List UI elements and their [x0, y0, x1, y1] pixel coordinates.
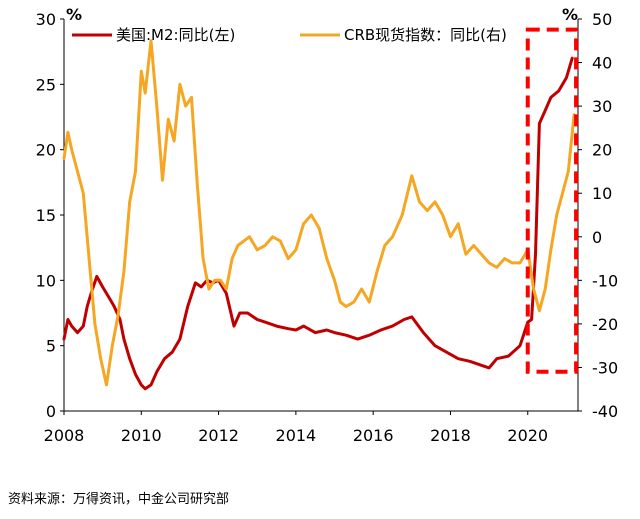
left-unit-label: %: [66, 5, 82, 24]
right-tick-label: 0: [592, 228, 602, 247]
series-line-1: [62, 56, 574, 391]
right-tick-label: 20: [592, 141, 612, 160]
x-tick-label: 2008: [44, 426, 85, 445]
right-tick-label: 10: [592, 184, 612, 203]
legend: 美国:M2:同比(左) CRB现货指数：同比(右): [72, 26, 507, 44]
right-tick-label: 40: [592, 54, 612, 73]
left-tick-label: 5: [46, 337, 56, 356]
right-tick-label: 50: [592, 10, 612, 29]
source-note: 资料来源：万得资讯，中金公司研究部: [8, 492, 230, 507]
left-tick-label: 0: [46, 402, 56, 421]
highlight-box: [525, 27, 579, 374]
right-tick-label: -20: [592, 315, 618, 334]
right-tick-label: 30: [592, 97, 612, 116]
left-tick-label: 10: [36, 271, 56, 290]
highlight-layer: [525, 27, 579, 374]
x-tick-label: 2012: [198, 426, 239, 445]
x-tick-label: 2014: [276, 426, 317, 445]
right-tick-label: -40: [592, 402, 618, 421]
legend-label-1: 美国:M2:同比(左): [116, 26, 235, 44]
legend-label-2: CRB现货指数：同比(右): [344, 26, 507, 44]
right-tick-label: -10: [592, 271, 618, 290]
left-tick-label: 30: [36, 10, 56, 29]
series-layer: [62, 39, 576, 391]
left-tick-label: 15: [36, 206, 56, 225]
right-tick-label: -30: [592, 358, 618, 377]
right-unit-label: %: [562, 5, 578, 24]
x-tick-label: 2010: [121, 426, 162, 445]
x-tick-label: 2016: [353, 426, 394, 445]
left-tick-label: 25: [36, 75, 56, 94]
x-tick-label: 2020: [507, 426, 548, 445]
left-tick-label: 20: [36, 141, 56, 160]
x-tick-label: 2018: [430, 426, 471, 445]
axes: 0 5 10 15 20 25 30 -40 -30 -20 -10 0 10 20 30 40 50 2008 2…: [36, 5, 619, 445]
series-line-2: [62, 39, 576, 387]
